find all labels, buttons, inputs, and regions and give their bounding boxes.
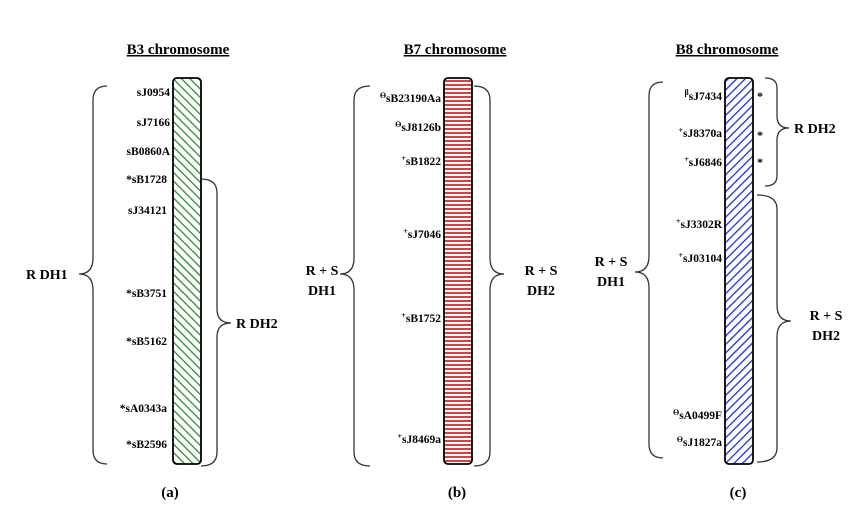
left-brace [634,81,664,459]
panel-b3: B3 chromosome sJ0954 sJ7166 sB0860A *sB1… [26,42,278,501]
panel-label-c: (c) [730,485,747,501]
marker-label: +sJ03104 [678,251,722,265]
chromosome-bar-b3 [172,77,202,465]
marker-label: +sJ8370a [678,126,722,140]
star-mark: * [757,155,763,169]
marker-label: ϴsJ1827a [677,435,722,449]
marker-label: sJ34121 [128,205,167,217]
panel-title-b7: B7 chromosome [404,42,507,58]
panel-title-b8: B8 chromosome [676,42,779,58]
marker-label: ϴsJ8126b [395,120,441,134]
right-bottom-brace [756,194,792,463]
right-brace [200,178,232,467]
panel-b7: B7 chromosome ϴsB23190Aa ϴsJ8126b +sB182… [306,42,558,501]
marker-label: ϴsB23190Aa [380,91,441,105]
marker-label: *sB2596 [126,439,167,451]
chromosome-bar-b7 [443,77,473,465]
group-label-r-s-dh1: R + S DH1 [306,264,339,299]
right-top-brace [764,77,790,187]
marker-label: *sB3751 [126,288,167,300]
group-label-r-dh2: R DH2 [794,122,836,137]
right-brace [473,85,505,467]
panel-title-b3: B3 chromosome [127,42,230,58]
marker-label: +sJ8469a [397,432,441,446]
group-label-r-s-dh2: R + S DH2 [810,309,843,344]
star-mark: * [757,89,763,103]
marker-label: ϴsA0499F [673,408,722,422]
marker-label: +sJ6846 [684,155,722,169]
left-brace [339,85,371,467]
marker-label: +sB1822 [401,154,441,168]
panel-label-a: (a) [161,485,179,501]
group-label-r-s-dh1: R + S DH1 [595,255,628,290]
group-label-r-dh2: R DH2 [236,317,278,332]
marker-label: *sB1728 [126,174,167,186]
chromosome-bar-b8 [724,77,754,465]
panel-label-b: (b) [448,485,466,501]
marker-label: sJ0954 [137,87,170,99]
marker-label: sJ7166 [137,117,170,129]
group-label-r-dh1: R DH1 [26,268,68,283]
marker-label: +sB1752 [401,311,441,325]
star-mark: * [757,128,763,142]
marker-label: *sB5162 [126,336,167,348]
marker-label: +sJ3302R [676,217,723,231]
group-label-r-s-dh2: R + S DH2 [525,264,558,299]
marker-label: +sJ7046 [403,227,441,241]
left-brace [78,85,108,465]
panel-b8: B8 chromosome βsJ7434 +sJ8370a +sJ6846 +… [595,42,843,501]
marker-label: *sA0343a [120,403,168,415]
marker-label: sB0860A [127,146,171,158]
marker-label: βsJ7434 [685,88,723,103]
